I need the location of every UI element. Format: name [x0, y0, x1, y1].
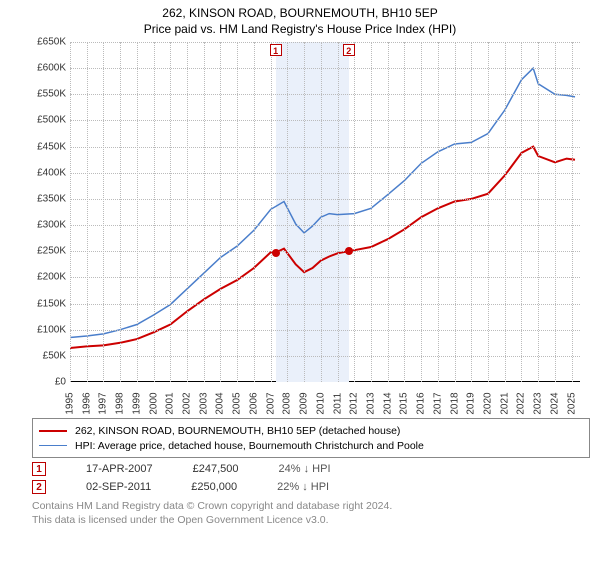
ytick-label: £250K	[30, 246, 66, 257]
legend-swatch-property	[39, 430, 67, 432]
xtick-label: 2016	[416, 389, 427, 419]
xtick-label: 2006	[248, 389, 259, 419]
xtick-label: 2012	[349, 389, 360, 419]
xtick-label: 2018	[449, 389, 460, 419]
event-price: £250,000	[191, 481, 237, 493]
xtick-label: 2017	[432, 389, 443, 419]
event-date: 02-SEP-2011	[86, 481, 151, 493]
ytick-label: £350K	[30, 193, 66, 204]
xtick-label: 2025	[566, 389, 577, 419]
property-line	[70, 147, 575, 348]
event-marker-box: 2	[343, 44, 355, 56]
ytick-label: £100K	[30, 324, 66, 335]
xtick-label: 2020	[483, 389, 494, 419]
event-price: £247,500	[193, 463, 239, 475]
xtick-label: 2004	[215, 389, 226, 419]
event-date: 17-APR-2007	[86, 463, 153, 475]
ytick-label: £400K	[30, 167, 66, 178]
xtick-label: 2024	[549, 389, 560, 419]
xtick-label: 1998	[115, 389, 126, 419]
event-marker-box: 1	[270, 44, 282, 56]
legend-row-hpi: HPI: Average price, detached house, Bour…	[39, 438, 583, 453]
event-hpi-delta: 22% ↓ HPI	[277, 481, 329, 493]
xtick-label: 2021	[499, 389, 510, 419]
ytick-label: £0	[30, 377, 66, 388]
ytick-label: £150K	[30, 298, 66, 309]
ytick-label: £650K	[30, 37, 66, 48]
xtick-label: 1997	[98, 389, 109, 419]
ytick-label: £300K	[30, 220, 66, 231]
event-dot	[345, 247, 353, 255]
xtick-label: 2015	[399, 389, 410, 419]
event-row-marker: 1	[32, 462, 46, 476]
event-dot	[272, 249, 280, 257]
ytick-label: £200K	[30, 272, 66, 283]
event-row: 2 02-SEP-2011 £250,000 22% ↓ HPI	[32, 480, 590, 494]
xtick-label: 1995	[65, 389, 76, 419]
xtick-label: 2013	[365, 389, 376, 419]
legend-swatch-hpi	[39, 445, 67, 447]
xtick-label: 2000	[148, 389, 159, 419]
xtick-label: 2002	[182, 389, 193, 419]
legend: 262, KINSON ROAD, BOURNEMOUTH, BH10 5EP …	[32, 418, 590, 458]
xtick-label: 2009	[299, 389, 310, 419]
event-row: 1 17-APR-2007 £247,500 24% ↓ HPI	[32, 462, 590, 476]
chart-footer: Contains HM Land Registry data © Crown c…	[32, 500, 590, 527]
price-chart: £0 £50K £100K £150K £200K £250K £300K £350K £400…	[30, 42, 590, 412]
chart-title-line1: 262, KINSON ROAD, BOURNEMOUTH, BH10 5EP	[0, 6, 600, 20]
xtick-label: 2019	[466, 389, 477, 419]
xtick-label: 2008	[282, 389, 293, 419]
line-layer	[70, 42, 580, 382]
xtick-label: 2005	[232, 389, 243, 419]
event-row-marker: 2	[32, 480, 46, 494]
xtick-label: 2003	[198, 389, 209, 419]
plot-area: £0£50K£100K£150K£200K£250K£300K£350K£400…	[70, 42, 580, 382]
legend-row-property: 262, KINSON ROAD, BOURNEMOUTH, BH10 5EP …	[39, 423, 583, 438]
event-hpi-delta: 24% ↓ HPI	[279, 463, 331, 475]
xtick-label: 1999	[131, 389, 142, 419]
footer-line1: Contains HM Land Registry data © Crown c…	[32, 500, 590, 514]
xtick-label: 2022	[516, 389, 527, 419]
xtick-label: 2001	[165, 389, 176, 419]
xtick-label: 2010	[315, 389, 326, 419]
ytick-label: £600K	[30, 63, 66, 74]
legend-label-hpi: HPI: Average price, detached house, Bour…	[75, 440, 424, 452]
event-list: 1 17-APR-2007 £247,500 24% ↓ HPI 2 02-SEP-201…	[0, 462, 600, 494]
hpi-line	[70, 68, 575, 337]
ytick-label: £450K	[30, 141, 66, 152]
footer-line2: This data is licensed under the Open Gov…	[32, 514, 590, 528]
ytick-label: £50K	[30, 350, 66, 361]
xtick-label: 2007	[265, 389, 276, 419]
xtick-label: 2011	[332, 389, 343, 419]
legend-label-property: 262, KINSON ROAD, BOURNEMOUTH, BH10 5EP …	[75, 425, 400, 437]
xtick-label: 2014	[382, 389, 393, 419]
ytick-label: £500K	[30, 115, 66, 126]
xtick-label: 1996	[81, 389, 92, 419]
xtick-label: 2023	[533, 389, 544, 419]
chart-title-line2: Price paid vs. HM Land Registry's House …	[0, 22, 600, 36]
ytick-label: £550K	[30, 89, 66, 100]
